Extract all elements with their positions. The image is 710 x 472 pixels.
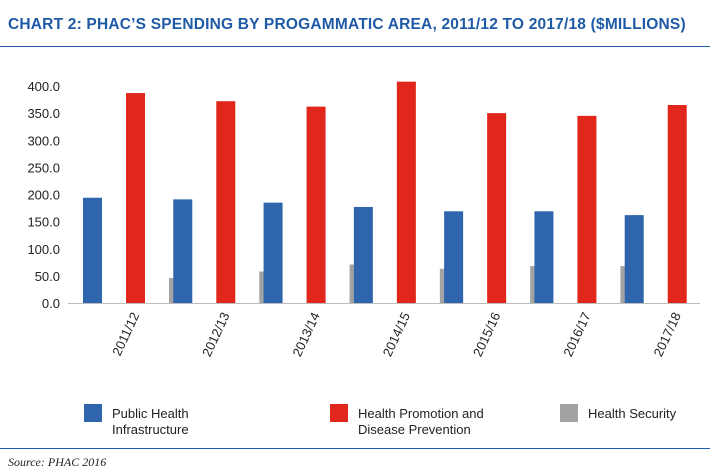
y-tick-label: 0.0 bbox=[42, 296, 60, 311]
bar-health-promotion-and-disease-prevention-2017-18 bbox=[667, 104, 687, 303]
x-tick-label: 2017/18 bbox=[650, 310, 683, 359]
legend-item-health-security: Health Security bbox=[560, 404, 676, 422]
bar-health-promotion-and-disease-prevention-2013-14 bbox=[306, 106, 326, 304]
bar-public-health-infrastructure-2017-18 bbox=[624, 215, 644, 303]
x-tick-label: 2013/14 bbox=[289, 310, 322, 359]
bar-public-health-infrastructure-2016-17 bbox=[534, 211, 554, 303]
x-tick-label: 2012/13 bbox=[199, 310, 232, 359]
y-tick-label: 200.0 bbox=[27, 188, 60, 203]
bar-health-promotion-and-disease-prevention-2016-17 bbox=[577, 115, 597, 304]
y-tick-label: 250.0 bbox=[27, 160, 60, 175]
x-tick-label: 2011/12 bbox=[109, 310, 142, 358]
x-axis-labels: 2011/12 2012/13 2013/14 2014/15 2015/16 2016/… bbox=[109, 310, 684, 359]
x-tick-label: 2016/17 bbox=[560, 310, 593, 359]
legend-item-public-health-infrastructure: Public Health Infrastructure bbox=[84, 404, 262, 438]
y-axis: 0.0 50.0 100.0 150.0 200.0 250.0 300.0 350.0 400… bbox=[27, 79, 700, 311]
chart-title: CHART 2: PHAC’S SPENDING BY PROGAMMATIC … bbox=[8, 16, 686, 33]
x-tick-label: 2015/16 bbox=[470, 310, 503, 359]
title-rule bbox=[0, 46, 710, 47]
legend-swatch-health-promotion bbox=[330, 404, 348, 422]
bar-health-promotion-and-disease-prevention-2012-13 bbox=[216, 101, 236, 303]
legend-label: Health Promotion and Disease Prevention bbox=[358, 406, 484, 437]
bar-public-health-infrastructure-2015-16 bbox=[444, 211, 464, 303]
y-tick-label: 50.0 bbox=[35, 269, 60, 284]
footer-rule bbox=[0, 448, 710, 449]
bar-public-health-infrastructure-2014-15 bbox=[353, 206, 373, 303]
bar-chart: 0.0 50.0 100.0 150.0 200.0 250.0 300.0 350.0 400… bbox=[27, 79, 700, 359]
y-tick-label: 350.0 bbox=[27, 106, 60, 121]
y-tick-label: 150.0 bbox=[27, 215, 60, 230]
bar-public-health-infrastructure-2012-13 bbox=[173, 199, 193, 303]
legend-label: Public Health Infrastructure bbox=[112, 406, 189, 437]
bar-public-health-infrastructure-2011-12 bbox=[83, 197, 102, 303]
bar-health-promotion-and-disease-prevention-2014-15 bbox=[396, 81, 416, 303]
bar-health-promotion-and-disease-prevention-2011-12 bbox=[126, 93, 145, 304]
legend: Public Health Infrastructure Health Prom… bbox=[0, 404, 710, 444]
y-tick-label: 400.0 bbox=[27, 79, 60, 94]
legend-item-health-promotion: Health Promotion and Disease Prevention bbox=[330, 404, 503, 438]
bar-health-promotion-and-disease-prevention-2015-16 bbox=[487, 113, 507, 303]
bars-group bbox=[83, 81, 687, 304]
y-tick-label: 100.0 bbox=[27, 242, 60, 257]
legend-swatch-health-security bbox=[560, 404, 578, 422]
legend-swatch-public-health-infrastructure bbox=[84, 404, 102, 422]
legend-label: Health Security bbox=[588, 406, 677, 421]
y-tick-label: 300.0 bbox=[27, 133, 60, 148]
source-note: Source: PHAC 2016 bbox=[8, 455, 107, 469]
x-tick-label: 2014/15 bbox=[380, 310, 413, 359]
bar-public-health-infrastructure-2013-14 bbox=[263, 202, 283, 303]
